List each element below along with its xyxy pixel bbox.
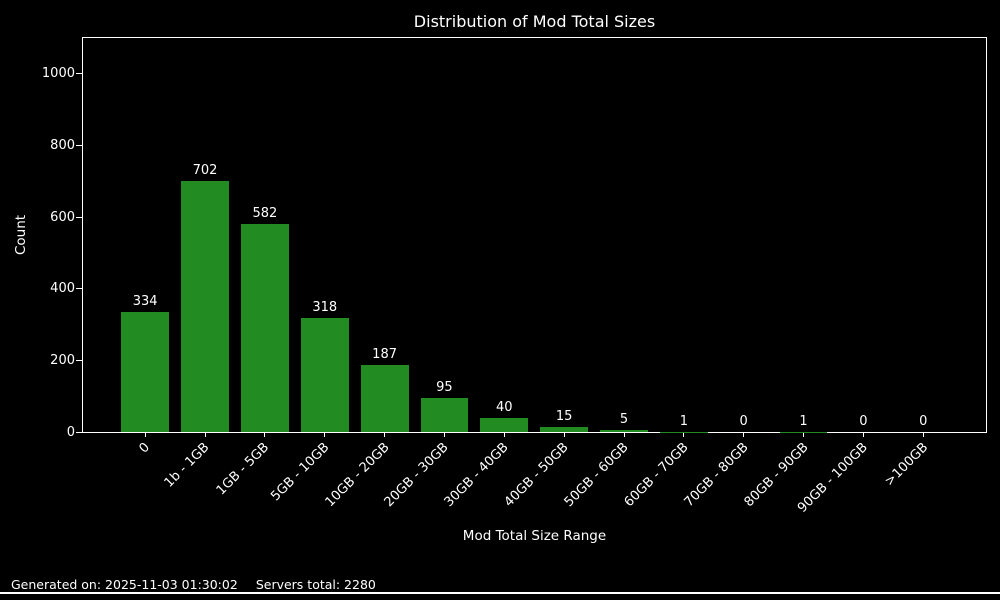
x-tick-label: >100GB — [881, 440, 931, 490]
x-tick — [743, 433, 745, 437]
bar-value-label: 1 — [799, 413, 808, 429]
footer-divider — [0, 592, 1000, 594]
x-tick — [384, 433, 386, 437]
y-tick — [76, 431, 82, 433]
x-tick — [503, 433, 505, 437]
generated-timestamp: Generated on: 2025-11-03 01:30:02 — [11, 577, 238, 592]
y-tick — [76, 359, 82, 361]
bar-value-label: 582 — [252, 205, 278, 221]
y-tick — [76, 144, 82, 146]
plot-area: 0 200 400 600 800 1000 334 0 702 1b - 1GB 582 1GB -… — [42, 37, 987, 516]
x-tick — [144, 433, 146, 437]
x-tick — [324, 433, 326, 437]
servers-total: Servers total: 2280 — [255, 577, 376, 592]
x-tick — [862, 433, 864, 437]
chart-title: Distribution of Mod Total Sizes — [413, 12, 656, 31]
x-tick — [922, 433, 924, 437]
bar-value-label: 15 — [555, 408, 573, 424]
y-tick-label: 600 — [50, 209, 75, 225]
x-tick-label: 0 — [136, 440, 153, 457]
bar — [420, 397, 469, 432]
bar — [480, 417, 529, 432]
y-tick-label: 400 — [50, 281, 75, 297]
bar — [360, 365, 409, 432]
y-tick-label: 200 — [50, 352, 75, 368]
bar-value-label: 0 — [859, 414, 868, 429]
x-tick — [683, 433, 685, 437]
y-tick — [76, 216, 82, 218]
footer: Generated on: 2025-11-03 01:30:02 Server… — [11, 577, 376, 592]
x-tick-label: 1b - 1GB — [161, 440, 213, 491]
bar — [121, 312, 170, 432]
bar-value-label: 334 — [132, 294, 158, 310]
x-axis-label: Mod Total Size Range — [462, 528, 607, 544]
x-tick-label: 1GB - 5GB — [214, 440, 273, 499]
bar — [300, 318, 349, 432]
x-tick — [803, 433, 805, 437]
bar-value-label: 95 — [436, 379, 453, 395]
y-tick — [76, 288, 82, 290]
x-tick — [443, 433, 445, 437]
x-tick — [204, 433, 206, 437]
y-tick-label: 1000 — [41, 66, 75, 82]
y-tick — [76, 73, 82, 75]
bar — [240, 223, 289, 432]
y-tick-label: 0 — [66, 424, 75, 440]
bar-value-label: 702 — [192, 162, 218, 178]
bar — [600, 430, 648, 432]
bar-value-label: 0 — [739, 414, 748, 429]
y-tick-label: 800 — [50, 137, 75, 153]
bar-value-label: 5 — [619, 412, 629, 428]
bar-value-label: 40 — [496, 399, 513, 415]
x-tick-label: 5GB - 10GB — [268, 440, 333, 505]
bar-value-label: 187 — [372, 347, 397, 363]
x-tick — [623, 433, 625, 437]
bar-value-label: 0 — [919, 414, 928, 429]
bar — [181, 180, 229, 432]
bar — [540, 426, 589, 432]
x-tick — [264, 433, 266, 437]
x-tick — [563, 433, 565, 437]
bar-value-label: 1 — [679, 413, 688, 429]
bar-value-label: 318 — [312, 300, 338, 316]
